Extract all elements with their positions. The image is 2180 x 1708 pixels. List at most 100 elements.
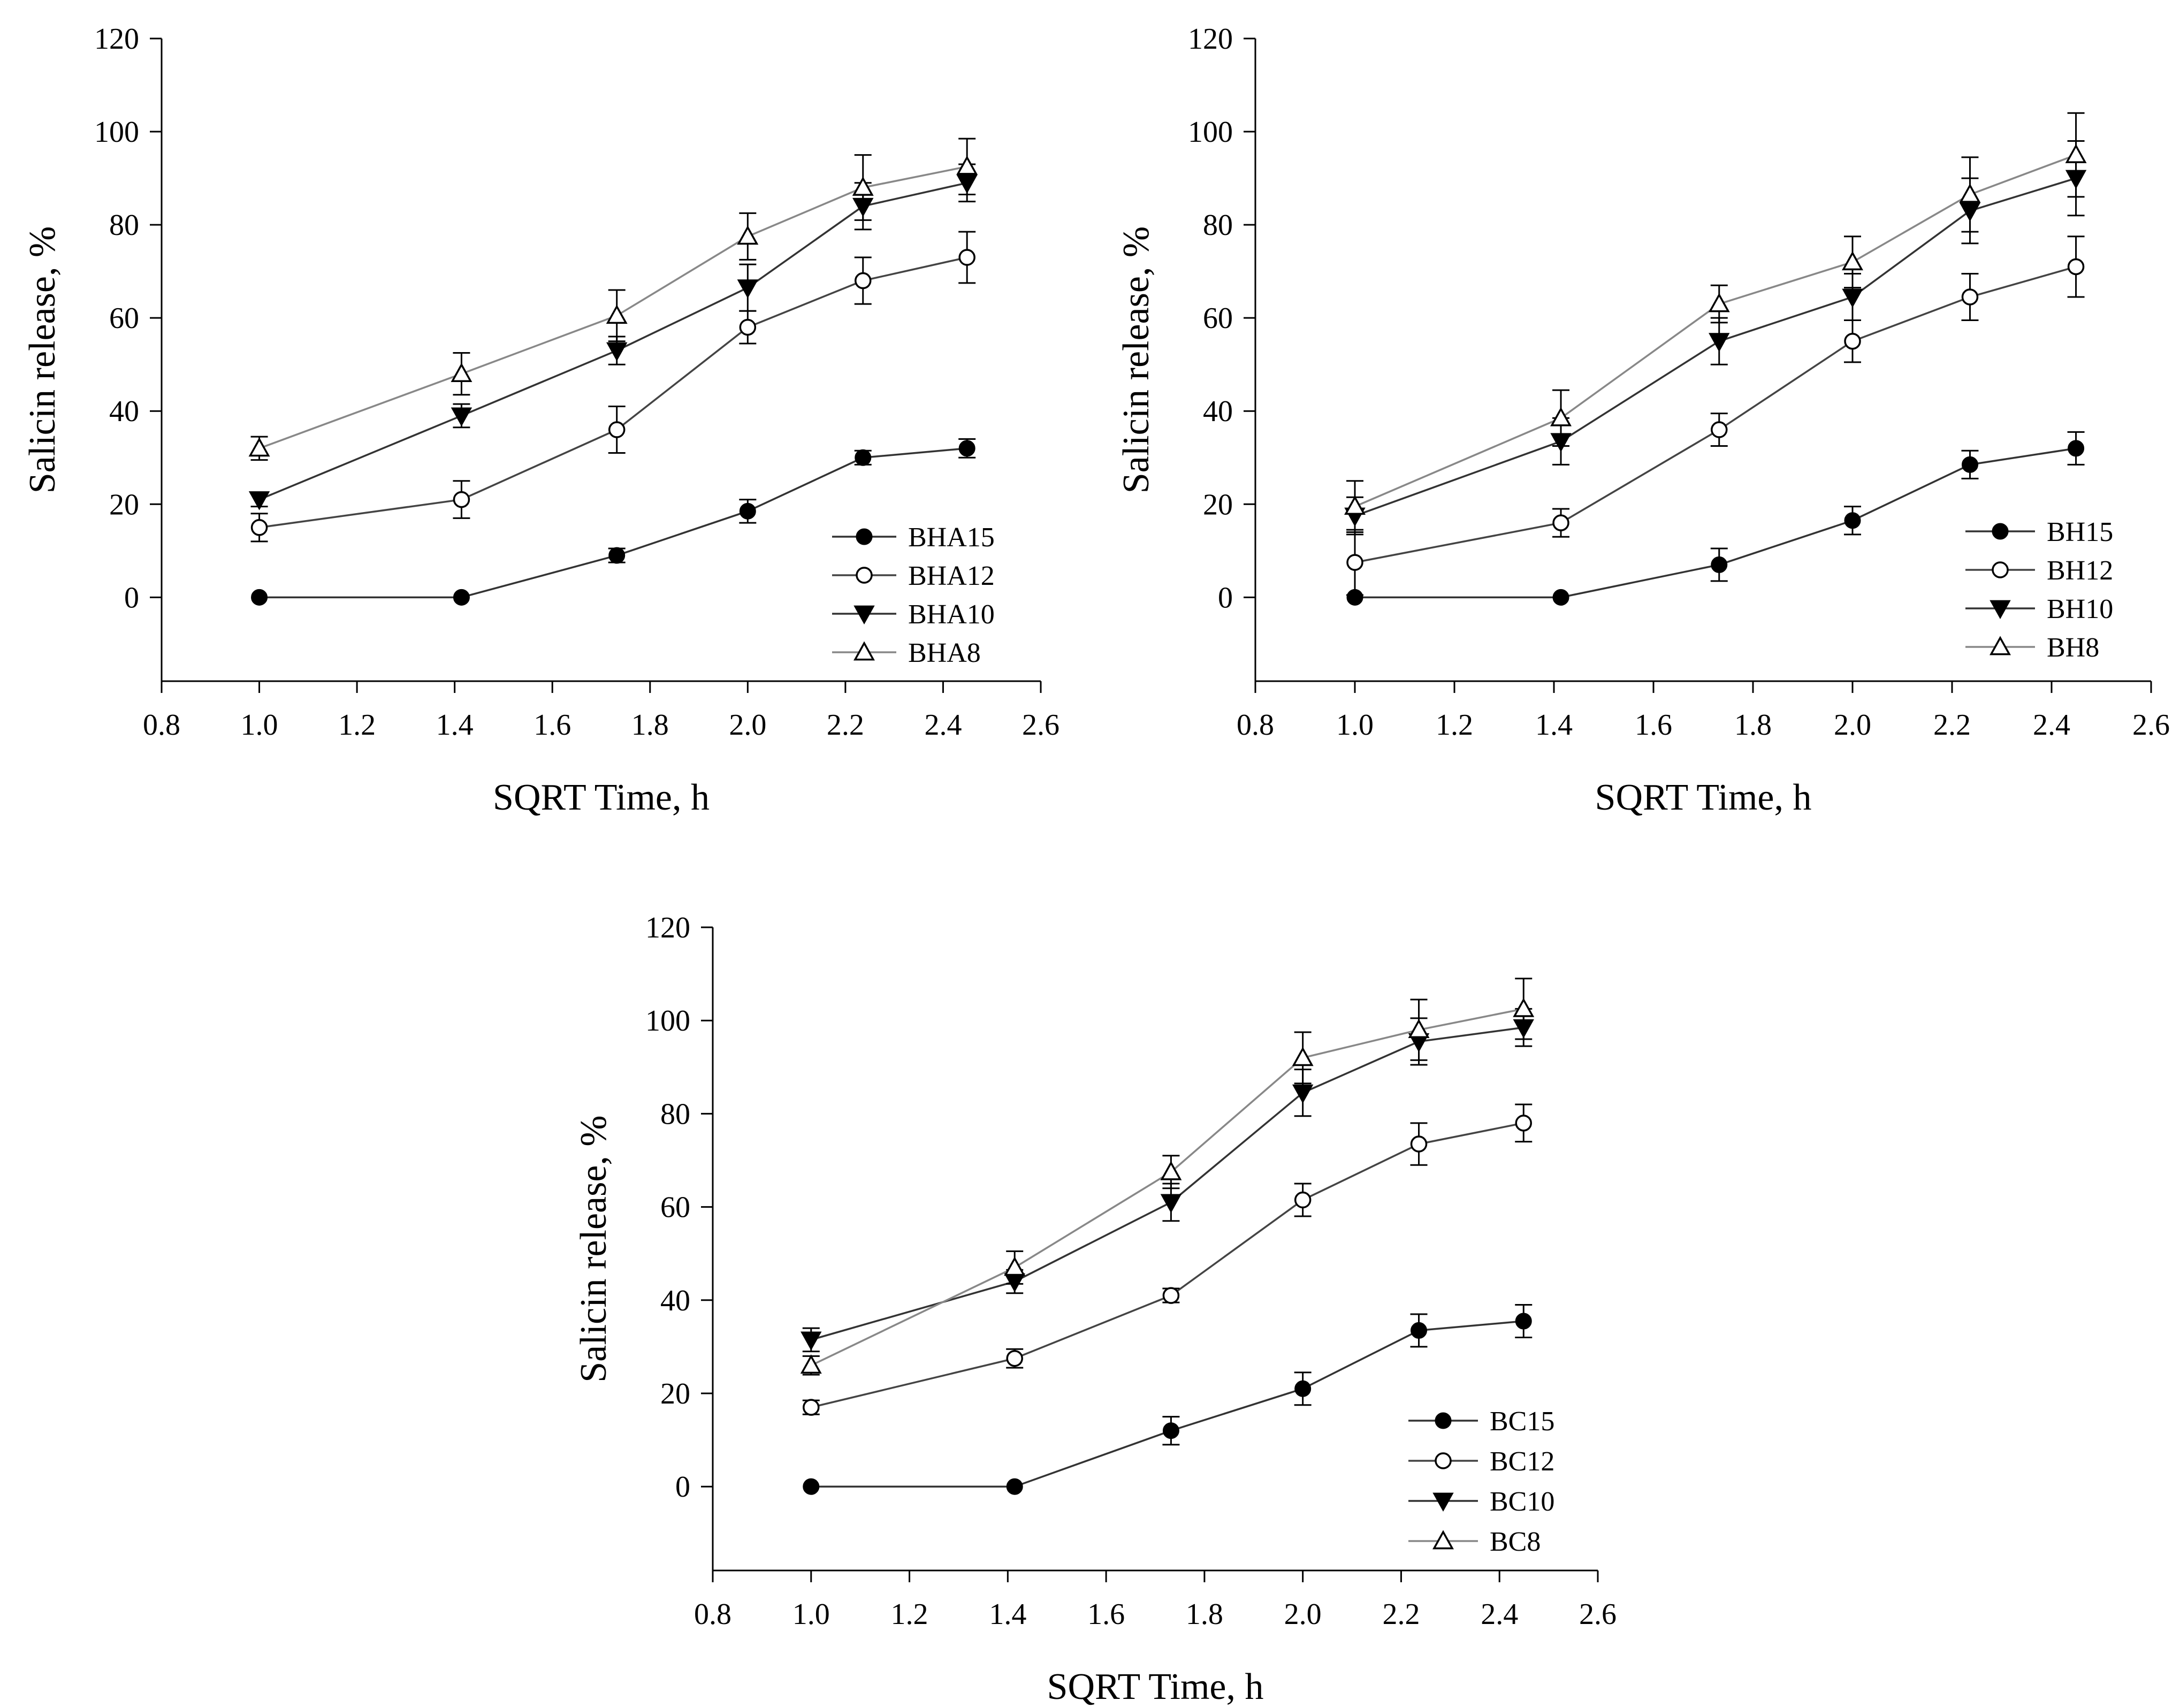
x-tick-label: 2.4 bbox=[924, 708, 962, 742]
data-point bbox=[1709, 333, 1730, 352]
data-point bbox=[248, 437, 270, 457]
data-point bbox=[250, 519, 268, 536]
legend-item: BH8 bbox=[1965, 632, 2099, 663]
series-bh8 bbox=[1344, 112, 2087, 533]
series-line bbox=[811, 1122, 1524, 1408]
data-point bbox=[608, 421, 626, 438]
data-point bbox=[1515, 1115, 1532, 1132]
series-line bbox=[1354, 177, 2077, 517]
data-point bbox=[800, 1354, 822, 1374]
x-tick-label: 0.8 bbox=[694, 1598, 731, 1631]
series-bha8 bbox=[248, 138, 978, 461]
legend-label: BHA15 bbox=[908, 522, 995, 553]
data-point bbox=[1552, 589, 1569, 606]
legend-marker bbox=[853, 605, 875, 625]
x-tick-label: 1.4 bbox=[1535, 708, 1573, 742]
data-point bbox=[451, 363, 472, 382]
legend-item: BH12 bbox=[1965, 555, 2113, 586]
x-tick-label: 2.0 bbox=[1834, 708, 1871, 742]
data-point bbox=[1711, 421, 1728, 438]
legend-label: BHA8 bbox=[908, 638, 981, 668]
x-tick-label: 1.6 bbox=[1087, 1598, 1125, 1631]
data-point bbox=[1842, 288, 1863, 308]
x-tick-label: 1.2 bbox=[891, 1598, 928, 1631]
legend-marker bbox=[1992, 561, 2009, 578]
data-point bbox=[606, 342, 628, 362]
legend-label: BHA12 bbox=[908, 561, 995, 591]
y-tick-label: 60 bbox=[109, 302, 139, 335]
series-line bbox=[258, 182, 967, 501]
legend-item: BH10 bbox=[1965, 594, 2113, 624]
data-point bbox=[2068, 440, 2085, 457]
data-point bbox=[1162, 1422, 1179, 1439]
data-point bbox=[251, 589, 268, 606]
x-tick-label: 2.6 bbox=[1022, 708, 1059, 742]
series-bh15 bbox=[1346, 431, 2085, 606]
y-tick-label: 120 bbox=[645, 911, 690, 944]
x-tick-label: 1.6 bbox=[1635, 708, 1672, 742]
data-point bbox=[1961, 456, 1978, 473]
x-tick-label: 2.4 bbox=[1481, 1598, 1518, 1631]
x-tick-label: 1.0 bbox=[241, 708, 278, 742]
y-tick-label: 100 bbox=[645, 1004, 690, 1038]
chart-panel-bha: 0.8 1.0 1.2 1.4 1.6 1.8 2.0 2.2 2.4 2.6 0 20 40 60 80 1… bbox=[22, 22, 1059, 818]
legend-item: BHA10 bbox=[832, 599, 995, 630]
y-tick-label: 0 bbox=[675, 1470, 690, 1504]
legend-label: BC10 bbox=[1490, 1486, 1554, 1517]
y-tick-label: 80 bbox=[660, 1097, 690, 1131]
legend-label: BHA10 bbox=[908, 599, 995, 630]
legend-item: BH15 bbox=[1965, 517, 2113, 547]
y-axis-title: Salicin release, % bbox=[1116, 226, 1157, 494]
data-point bbox=[1162, 1287, 1180, 1304]
data-point bbox=[453, 589, 470, 606]
y-tick-label: 60 bbox=[660, 1191, 690, 1224]
data-point bbox=[1346, 554, 1363, 571]
x-tick-label: 1.4 bbox=[989, 1598, 1026, 1631]
legend-label: BH15 bbox=[2047, 517, 2113, 547]
data-point bbox=[248, 491, 270, 510]
data-point bbox=[1708, 293, 1730, 312]
data-point bbox=[1550, 407, 1572, 426]
legend-item: BHA15 bbox=[832, 522, 995, 553]
data-point bbox=[854, 272, 872, 289]
x-tick-label: 2.4 bbox=[2033, 708, 2070, 742]
data-point bbox=[737, 225, 759, 245]
legend-marker bbox=[853, 641, 875, 661]
legend-item: BC8 bbox=[1408, 1527, 1541, 1557]
x-tick-label: 2.0 bbox=[1284, 1598, 1322, 1631]
x-tick-label: 1.2 bbox=[1436, 708, 1473, 742]
x-tick-label: 2.2 bbox=[827, 708, 864, 742]
data-point bbox=[1844, 332, 1861, 350]
y-tick-label: 0 bbox=[1218, 581, 1233, 614]
y-axis-title: Salicin release, % bbox=[573, 1115, 614, 1383]
data-point bbox=[1006, 1478, 1023, 1495]
legend-marker bbox=[1432, 1530, 1454, 1550]
data-point bbox=[1961, 288, 1979, 306]
chart-panel-bh: 0.8 1.0 1.2 1.4 1.6 1.8 2.0 2.2 2.4 2.6 0 20 40 60 80 1… bbox=[1116, 22, 2170, 818]
legend-marker bbox=[856, 567, 873, 584]
y-tick-label: 60 bbox=[1203, 302, 1233, 335]
data-point bbox=[956, 155, 978, 175]
legend-marker bbox=[1990, 636, 2011, 655]
data-point bbox=[1160, 1161, 1182, 1180]
legend-label: BC8 bbox=[1490, 1527, 1541, 1557]
legend-label: BC12 bbox=[1490, 1446, 1554, 1477]
data-point bbox=[855, 449, 872, 466]
series-line bbox=[259, 447, 967, 599]
series-line bbox=[259, 256, 967, 529]
y-tick-label: 20 bbox=[109, 488, 139, 521]
series-bc8 bbox=[800, 978, 1535, 1376]
data-point bbox=[803, 1478, 820, 1495]
data-point bbox=[958, 249, 975, 266]
series-line bbox=[1354, 265, 2077, 563]
x-tick-label: 1.8 bbox=[1186, 1598, 1223, 1631]
data-point bbox=[453, 491, 470, 508]
legend-item: BHA8 bbox=[832, 638, 981, 668]
data-point bbox=[1408, 1019, 1430, 1038]
legend-item: BC12 bbox=[1408, 1446, 1554, 1477]
data-point bbox=[801, 1331, 822, 1351]
data-point bbox=[739, 502, 756, 520]
x-tick-label: 2.2 bbox=[1382, 1598, 1420, 1631]
x-tick-label: 2.2 bbox=[1933, 708, 1971, 742]
